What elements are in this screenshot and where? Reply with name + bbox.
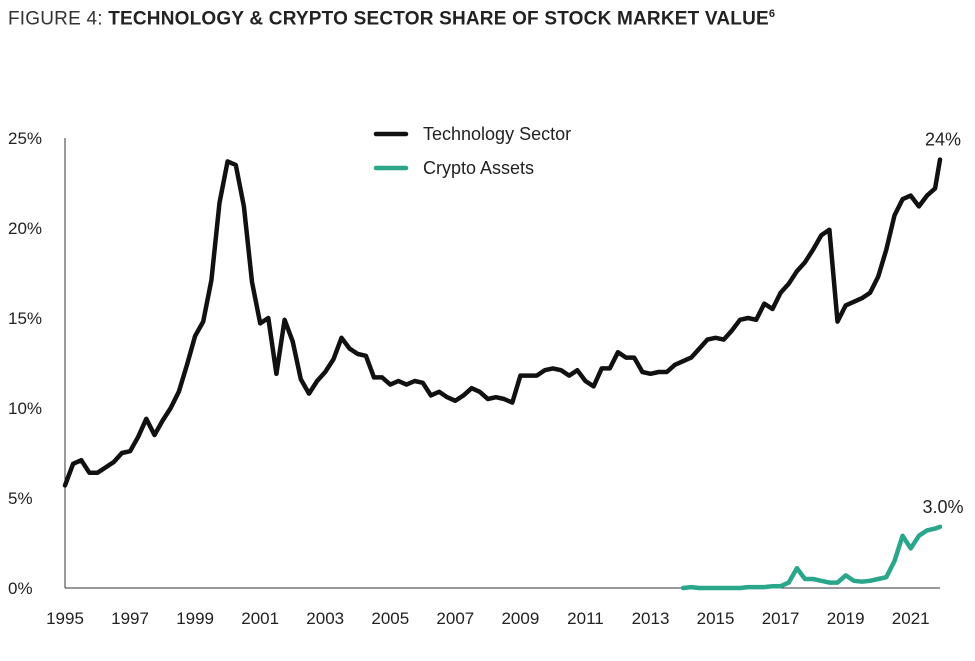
chart-annotations: 24% 3.0%	[922, 130, 963, 517]
y-tick-label: 5%	[8, 489, 33, 508]
x-tick-label: 1995	[46, 609, 84, 628]
data-label: 3.0%	[922, 497, 963, 517]
legend-label: Crypto Assets	[423, 158, 534, 178]
data-label: 24%	[925, 130, 961, 150]
x-tick-label: 2017	[762, 609, 800, 628]
x-tick-label: 2021	[892, 609, 930, 628]
y-axis-ticks: 0% 5% 10% 15% 20% 25%	[8, 129, 42, 598]
chart-legend: Technology Sector Crypto Assets	[373, 124, 571, 178]
x-tick-label: 2001	[241, 609, 279, 628]
technology-sector-line	[62, 157, 943, 488]
x-tick-label: 2009	[501, 609, 539, 628]
chart-title-main: TECHNOLOGY & CRYPTO SECTOR SHARE OF STOC…	[108, 8, 769, 30]
y-tick-label: 0%	[8, 579, 33, 598]
x-tick-label: 2005	[371, 609, 409, 628]
y-tick-label: 25%	[8, 129, 42, 148]
chart-title: FIGURE 4: TECHNOLOGY & CRYPTO SECTOR SHA…	[8, 8, 775, 30]
x-tick-label: 2007	[436, 609, 474, 628]
x-tick-label: 2003	[306, 609, 344, 628]
x-tick-label: 2019	[827, 609, 865, 628]
x-tick-label: 2015	[697, 609, 735, 628]
chart-title-footnote: 6	[768, 8, 776, 20]
x-tick-label: 2011	[567, 609, 604, 628]
chart-axes	[64, 138, 940, 589]
x-tick-label: 1997	[111, 609, 149, 628]
x-tick-label: 1999	[176, 609, 214, 628]
y-tick-label: 10%	[8, 399, 42, 418]
crypto-assets-line	[680, 524, 943, 591]
y-tick-label: 20%	[8, 219, 42, 238]
x-axis-ticks: 1995 1997 1999 2001 2003 2005 2007 2009 2011 2013…	[46, 609, 930, 628]
x-tick-label: 2013	[632, 609, 670, 628]
chart-title-prefix: FIGURE 4:	[8, 8, 109, 30]
series-lines	[62, 157, 943, 591]
y-tick-label: 15%	[8, 309, 42, 328]
legend-label: Technology Sector	[423, 124, 571, 144]
